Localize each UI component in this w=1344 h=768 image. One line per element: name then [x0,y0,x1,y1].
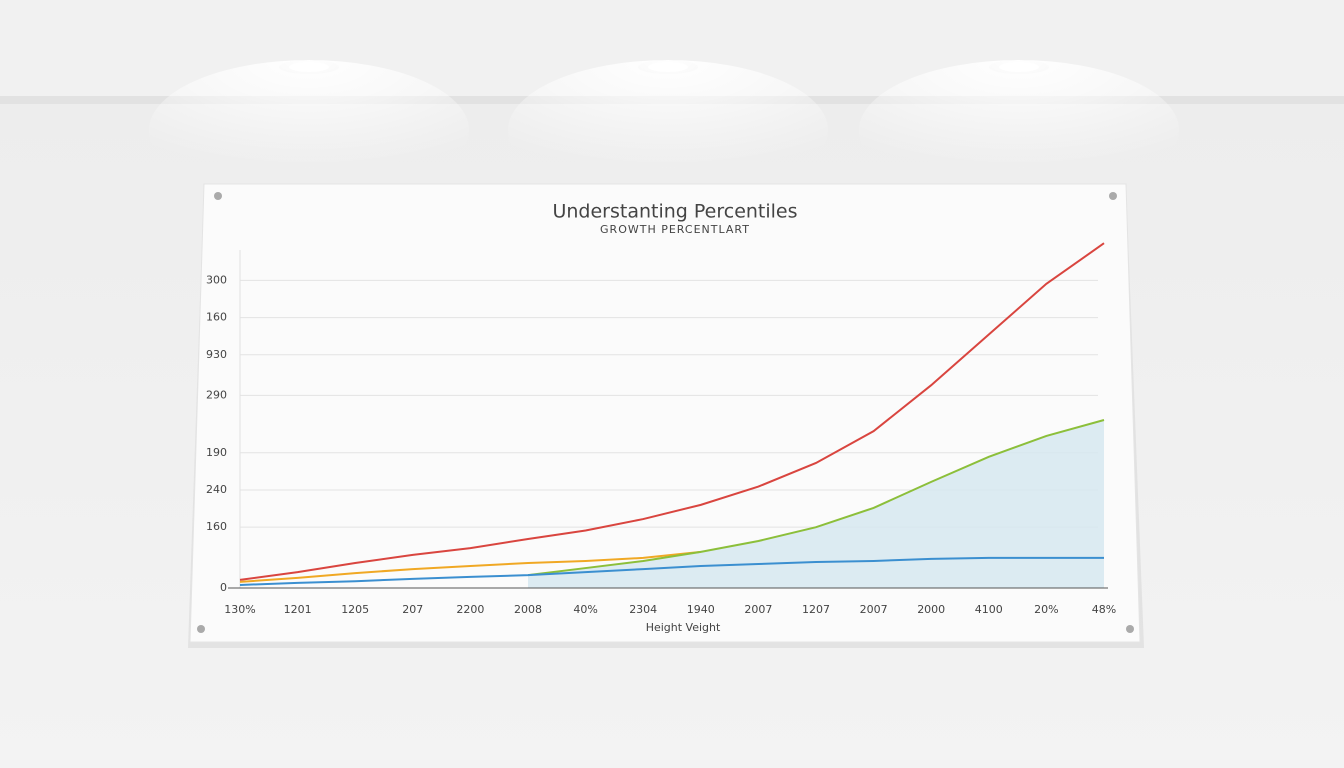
screws [197,192,1134,633]
x-tick-label: 20% [1034,603,1058,616]
x-tick-label: 2007 [744,603,772,616]
chart-title: Understanting Percentiles [552,201,797,223]
x-axis-label: Height Veight [646,621,721,634]
y-tick-label: 190 [206,446,227,459]
x-tick-label: 48% [1092,603,1116,616]
series-line [527,419,1105,577]
x-tick-label: 2000 [917,603,945,616]
x-tick-label: 2008 [514,603,542,616]
chart-subtitle: GROWTH PERCENTLART [600,223,750,236]
x-tick-label: 1207 [802,603,830,616]
x-tick-label: 2007 [860,603,888,616]
x-tick-label: 1940 [687,603,715,616]
series-line [239,242,1105,581]
y-tick-label: 240 [206,483,227,496]
x-tick-label: 1205 [341,603,369,616]
x-tick-label: 2304 [629,603,657,616]
x-tick-label: 2200 [456,603,484,616]
x-tick-label: 40% [573,603,597,616]
y-tick-label: 930 [206,348,227,361]
lights [149,60,1179,200]
y-tick-label: 290 [206,388,227,401]
series-line [239,550,701,583]
x-tick-label: 1201 [284,603,312,616]
x-tick-label: 4100 [975,603,1003,616]
y-tick-label: 160 [206,311,227,324]
series-line [239,556,1104,586]
y-tick-label: 0 [220,581,227,594]
x-tick-label: 207 [402,603,423,616]
y-tick-label: 300 [206,273,227,286]
x-tick-label: 130% [224,603,255,616]
area [528,420,1104,588]
y-tick-label: 160 [206,520,227,533]
